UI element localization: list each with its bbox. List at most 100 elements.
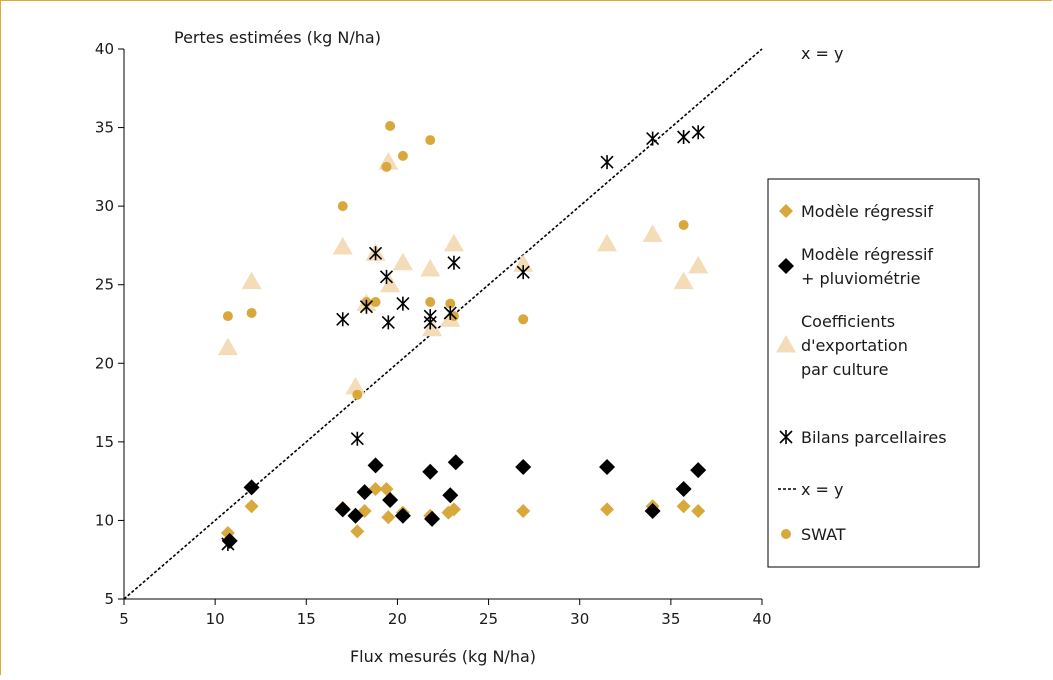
coeff-point <box>380 274 401 293</box>
swat-point <box>352 389 363 400</box>
pluvio-point <box>243 479 260 496</box>
pluvio-point <box>644 503 661 519</box>
series-pluvio <box>221 454 707 549</box>
swat-point <box>397 150 408 161</box>
y-tick-label: 20 <box>95 354 114 372</box>
bilans-point <box>381 315 395 330</box>
series-regressif <box>220 482 706 540</box>
coeff-point <box>443 233 464 252</box>
legend-label: SWAT <box>801 525 846 544</box>
legend-symbol-pluvio <box>778 258 794 274</box>
x-tick-label: 35 <box>661 610 680 628</box>
swat-point <box>222 311 233 322</box>
y-tick-label: 10 <box>95 511 114 529</box>
coeff-point <box>241 271 262 290</box>
bilans-point <box>368 246 383 261</box>
x-tick-label: 5 <box>119 610 129 628</box>
legend-box <box>767 178 980 568</box>
regressif-point <box>381 510 396 525</box>
regressif-point <box>516 504 531 518</box>
coeff-point <box>392 252 413 271</box>
x-tick-label: 10 <box>206 610 225 628</box>
legend-label: Modèle régressif <box>801 202 933 221</box>
pluvio-point <box>442 487 459 504</box>
coeff-point <box>420 259 441 277</box>
swat-point <box>370 297 381 307</box>
bilans-point <box>379 269 394 284</box>
y-tick-label: 25 <box>95 276 114 294</box>
bilans-point <box>350 431 364 446</box>
swat-point <box>425 297 436 307</box>
legend-label: Coefficients <box>801 312 895 331</box>
pluvio-point <box>347 507 364 524</box>
pluvio-point <box>356 484 373 501</box>
pluvio-point <box>382 492 399 508</box>
bilans-point <box>359 299 374 314</box>
legend-label: Modèle régressif <box>801 245 933 264</box>
legend: Modèle régressif Modèle régressif + pluvio… <box>767 178 980 568</box>
pluvio-point <box>367 457 384 474</box>
bilans-point <box>691 125 705 140</box>
legend-label: par culture <box>801 360 889 379</box>
legend-label: d'exportation <box>801 336 908 355</box>
x-tick-label: 30 <box>570 610 589 628</box>
coeff-point <box>688 255 709 274</box>
bilans-point <box>423 315 437 330</box>
y-tick-label: 5 <box>104 590 114 608</box>
series-bilans <box>221 125 705 551</box>
pluvio-point <box>422 463 439 480</box>
pluvio-point <box>599 459 616 475</box>
swat-point <box>381 161 392 172</box>
coeff-point <box>422 318 443 337</box>
y-tick-label: 35 <box>95 119 114 137</box>
pluvio-point <box>334 501 351 518</box>
bilans-point <box>447 255 461 270</box>
axes: 5 10 15 20 25 30 35 40 5 10 15 20 25 30 35 40 <box>95 40 772 628</box>
bilans-point <box>516 265 530 280</box>
legend-symbol-coeff <box>776 335 796 353</box>
pluvio-point <box>675 481 692 497</box>
bilans-point <box>600 155 614 170</box>
x-tick-label: 25 <box>479 610 498 628</box>
data-points <box>217 121 709 551</box>
swat-point <box>518 314 529 325</box>
bilans-point <box>221 537 235 551</box>
pluvio-point <box>447 454 464 471</box>
swat-point <box>337 201 348 212</box>
coeff-point <box>332 237 353 255</box>
pluvio-point <box>515 459 532 475</box>
coeff-point <box>673 271 694 290</box>
bilans-point <box>677 130 691 144</box>
x-tick-label: 40 <box>752 610 771 628</box>
legend-label: Bilans parcellaires <box>801 428 947 447</box>
coeff-point <box>345 376 366 395</box>
bilans-point <box>396 296 410 311</box>
x-axis-label: Flux mesurés (kg N/ha) <box>350 647 536 666</box>
legend-symbol-regressif <box>779 204 793 218</box>
pluvio-point <box>690 462 707 479</box>
x-tick-label: 20 <box>388 610 407 628</box>
diagonal-label: x = y <box>801 44 844 63</box>
regressif-point <box>350 524 365 539</box>
regressif-point <box>600 502 615 517</box>
swat-point <box>425 135 436 146</box>
y-tick-label: 40 <box>95 40 114 58</box>
pluvio-point <box>424 510 441 527</box>
regressif-point <box>446 502 461 517</box>
swat-point <box>445 298 456 309</box>
y-axis-label: Pertes estimées (kg N/ha) <box>174 28 381 47</box>
x-tick-label: 15 <box>297 610 316 628</box>
coeff-point <box>642 224 663 242</box>
regressif-point <box>244 499 259 514</box>
swat-point <box>246 308 257 318</box>
pluvio-point <box>221 532 238 549</box>
pluvio-point <box>394 507 411 524</box>
legend-label: x = y <box>801 480 844 499</box>
y-tick-label: 15 <box>95 433 114 451</box>
coeff-point <box>217 337 238 356</box>
bilans-point <box>336 312 350 327</box>
coeff-point <box>597 233 618 252</box>
swat-point <box>385 121 396 131</box>
